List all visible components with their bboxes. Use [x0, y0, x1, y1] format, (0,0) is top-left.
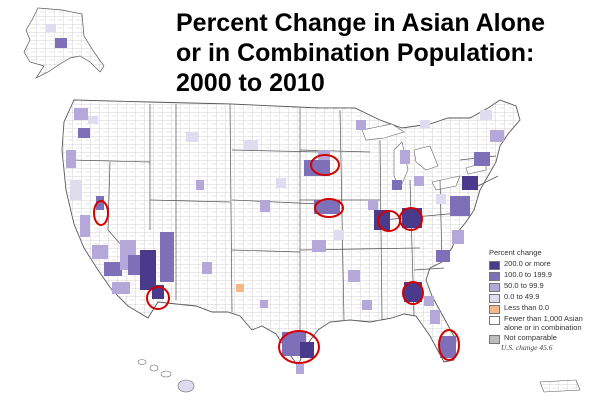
legend-label: 200.0 or more — [504, 259, 551, 268]
great-lakes — [361, 123, 487, 191]
shaded-counties — [66, 108, 504, 374]
map-legend: Percent change 200.0 or more 100.0 to 19… — [489, 248, 597, 345]
highlight-circles — [93, 154, 460, 364]
alaska-region — [55, 38, 67, 48]
highlight-circle-minnesota — [310, 154, 340, 176]
map-title-line-2: or in Combination Population: — [176, 39, 535, 67]
highlight-circle-nebraska-iowa — [314, 198, 344, 218]
legend-label: Not comparable — [504, 333, 557, 343]
legend-swatch — [489, 282, 500, 292]
highlight-circle-florida — [438, 329, 460, 361]
legend-item: 100.0 to 199.9 — [489, 271, 597, 281]
map-title-line-3: 2000 to 2010 — [176, 69, 325, 97]
highlight-circle-nevada — [93, 200, 109, 226]
legend-label: 100.0 to 199.9 — [504, 270, 552, 280]
highlight-circle-ohio — [399, 207, 423, 231]
legend-item: 0.0 to 49.9 — [489, 293, 597, 303]
legend-swatch — [489, 293, 500, 303]
legend-swatch — [489, 315, 500, 325]
legend-item: 50.0 to 99.9 — [489, 282, 597, 292]
legend-label: Fewer than 1,000 Asian alone or in combi… — [504, 314, 583, 332]
hawaii-shape — [137, 359, 195, 393]
legend-item: Not comparable — [489, 334, 597, 344]
highlight-circle-texas — [278, 330, 320, 364]
highlight-circle-arizona — [146, 286, 170, 310]
legend-item: Less than 0.0 — [489, 304, 597, 314]
legend-swatch — [489, 304, 500, 314]
legend-label: Less than 0.0 — [504, 303, 550, 313]
legend-title: Percent change — [489, 248, 542, 257]
legend-label: 50.0 to 99.9 — [504, 281, 544, 291]
highlight-circle-georgia — [402, 281, 424, 305]
legend-swatch — [489, 271, 500, 281]
legend-swatch — [489, 260, 500, 270]
map-title: Percent Change in Asian Alone or in Comb… — [176, 8, 596, 98]
legend-item: Fewer than 1,000 Asian alone or in combi… — [489, 315, 597, 332]
map-title-line-1: Percent Change in Asian Alone — [176, 9, 546, 37]
legend-swatch — [489, 334, 500, 344]
legend-item: 200.0 or more — [489, 259, 597, 270]
us-change-note: U.S. change 45.6 — [501, 343, 553, 352]
legend-label: 0.0 to 49.9 — [504, 292, 540, 302]
